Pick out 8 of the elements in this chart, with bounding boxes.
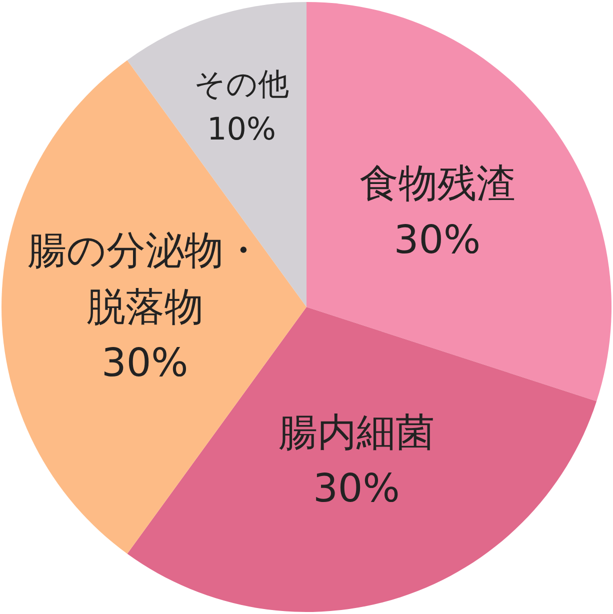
slice-label: 腸内細菌 — [278, 410, 434, 455]
slice-label: 食物残渣 — [359, 161, 516, 206]
data-label: 10% — [207, 111, 276, 148]
data-label: 30% — [394, 218, 481, 263]
data-label: 30% — [102, 341, 188, 386]
data-label: 30% — [313, 466, 400, 512]
slice-label: 腸の分泌物・脱落物 — [27, 228, 262, 330]
slice-label: その他 — [194, 66, 289, 102]
